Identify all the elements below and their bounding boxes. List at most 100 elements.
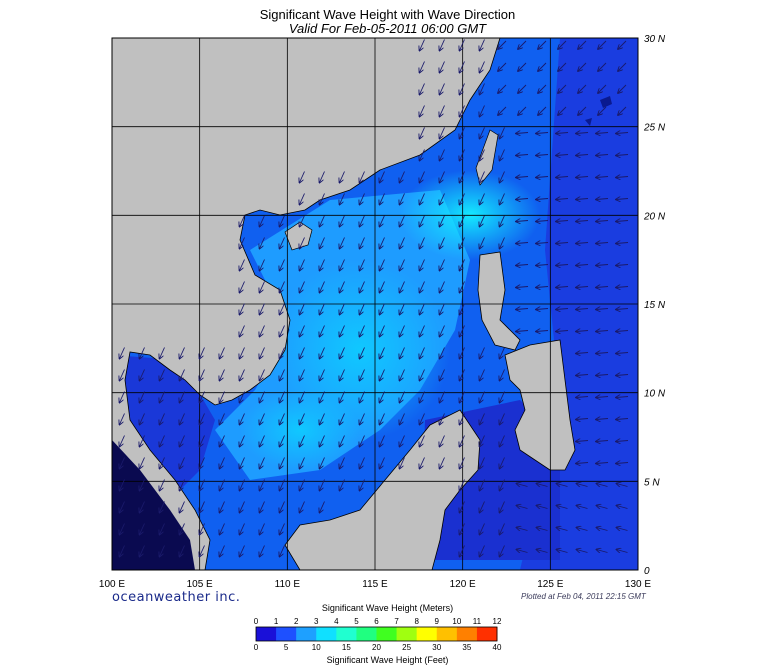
latitude-label: 25 N bbox=[643, 123, 666, 134]
wave-arrow bbox=[240, 479, 245, 491]
wave-arrow bbox=[460, 545, 465, 557]
wave-arrow bbox=[516, 331, 529, 332]
wave-arrow bbox=[460, 259, 465, 271]
wave-arrow bbox=[498, 84, 507, 93]
wave-arrow bbox=[260, 237, 265, 249]
wave-arrow bbox=[420, 413, 425, 425]
wave-arrow bbox=[577, 528, 588, 531]
wave-arrow bbox=[180, 347, 185, 359]
wave-arrow bbox=[340, 237, 345, 249]
wave-arrow bbox=[516, 155, 529, 156]
wave-arrow bbox=[400, 413, 405, 425]
wave-arrow bbox=[140, 501, 145, 513]
wave-arrow bbox=[280, 259, 285, 271]
wave-arrow bbox=[160, 501, 165, 513]
wave-arrow bbox=[597, 506, 608, 509]
wave-arrow bbox=[596, 265, 609, 266]
wave-arrow bbox=[596, 419, 609, 420]
wave-arrow bbox=[498, 40, 507, 49]
sumatra-island bbox=[112, 440, 195, 570]
wave-arrow bbox=[180, 501, 185, 513]
legend-meters-tick: 0 bbox=[254, 617, 259, 626]
wave-arrow bbox=[360, 193, 365, 205]
wave-arrow bbox=[460, 105, 465, 117]
wave-arrow bbox=[280, 457, 285, 469]
wave-arrow bbox=[536, 133, 549, 134]
wave-arrow bbox=[260, 281, 265, 293]
wave-arrow bbox=[280, 369, 285, 381]
wave-arrow bbox=[220, 501, 225, 513]
wave-arrow bbox=[220, 545, 225, 557]
wave-arrow bbox=[360, 391, 365, 403]
wave-arrow bbox=[557, 506, 568, 509]
wave-arrow bbox=[536, 177, 549, 178]
wave-arrow bbox=[536, 265, 549, 266]
wave-arrow bbox=[596, 155, 609, 156]
wave-arrow bbox=[480, 479, 485, 491]
wave-arrow bbox=[500, 215, 505, 227]
wave-arrow bbox=[596, 199, 609, 200]
wave-arrow bbox=[280, 479, 285, 491]
wave-arrow bbox=[596, 463, 609, 464]
legend-meters-tick: 3 bbox=[314, 617, 319, 626]
hainan-island bbox=[284, 221, 313, 251]
wave-arrow bbox=[160, 457, 165, 469]
wave-arrow bbox=[440, 105, 445, 117]
legend-feet-tick: 25 bbox=[402, 643, 411, 652]
wave-arrow bbox=[516, 309, 529, 310]
wave-arrow bbox=[140, 369, 145, 381]
wave-arrow bbox=[576, 463, 589, 464]
wave-arrow bbox=[556, 221, 569, 222]
wave-arrow bbox=[380, 391, 385, 403]
wave-arrow bbox=[480, 39, 485, 51]
legend-feet-tick: 20 bbox=[372, 643, 381, 652]
wave-arrow bbox=[240, 259, 245, 271]
wave-arrow bbox=[160, 523, 165, 535]
legend-meters-tick: 9 bbox=[435, 617, 440, 626]
wave-arrow bbox=[360, 325, 365, 337]
wave-arrow bbox=[420, 171, 425, 183]
wave-arrow bbox=[380, 215, 385, 227]
longitude-label: 105 E bbox=[187, 579, 213, 590]
wave-arrow bbox=[460, 479, 465, 491]
wave-arrow bbox=[180, 391, 185, 403]
wave-arrow bbox=[576, 221, 589, 222]
latitude-label: 15 N bbox=[644, 300, 666, 311]
wave-arrow bbox=[360, 369, 365, 381]
wave-arrow bbox=[300, 193, 305, 205]
wave-arrow bbox=[596, 177, 609, 178]
wave-arrow bbox=[260, 215, 265, 227]
wave-arrow bbox=[538, 62, 547, 71]
wave-arrow bbox=[538, 84, 547, 93]
wave-arrow bbox=[537, 484, 548, 487]
wave-arrow bbox=[440, 347, 445, 359]
wave-arrow bbox=[260, 501, 265, 513]
wave-arrow bbox=[516, 199, 529, 200]
wave-arrow bbox=[576, 133, 589, 134]
wave-arrow bbox=[320, 391, 325, 403]
wave-arrow bbox=[517, 528, 528, 531]
wave-arrow bbox=[598, 84, 607, 93]
wave-arrow bbox=[300, 479, 305, 491]
wave-arrow bbox=[500, 435, 505, 447]
wave-arrow bbox=[616, 133, 629, 134]
wave-arrow bbox=[340, 259, 345, 271]
wave-arrow bbox=[616, 331, 629, 332]
wave-arrow bbox=[480, 105, 485, 117]
wave-arrow bbox=[420, 105, 425, 117]
legend-color-swatch bbox=[356, 627, 377, 641]
wave-arrow bbox=[440, 303, 445, 315]
wave-arrow bbox=[400, 369, 405, 381]
wave-arrow bbox=[300, 259, 305, 271]
wave-arrow bbox=[140, 457, 145, 469]
wave-arrow bbox=[420, 435, 425, 447]
wave-arrow bbox=[280, 237, 285, 249]
wave-arrow bbox=[420, 369, 425, 381]
wave-arrow bbox=[616, 265, 629, 266]
wave-arrow bbox=[556, 309, 569, 310]
wave-arrow bbox=[360, 435, 365, 447]
wave-arrow bbox=[598, 40, 607, 49]
wave-arrow bbox=[120, 457, 125, 469]
wave-arrow bbox=[120, 501, 125, 513]
legend-color-swatch bbox=[296, 627, 317, 641]
